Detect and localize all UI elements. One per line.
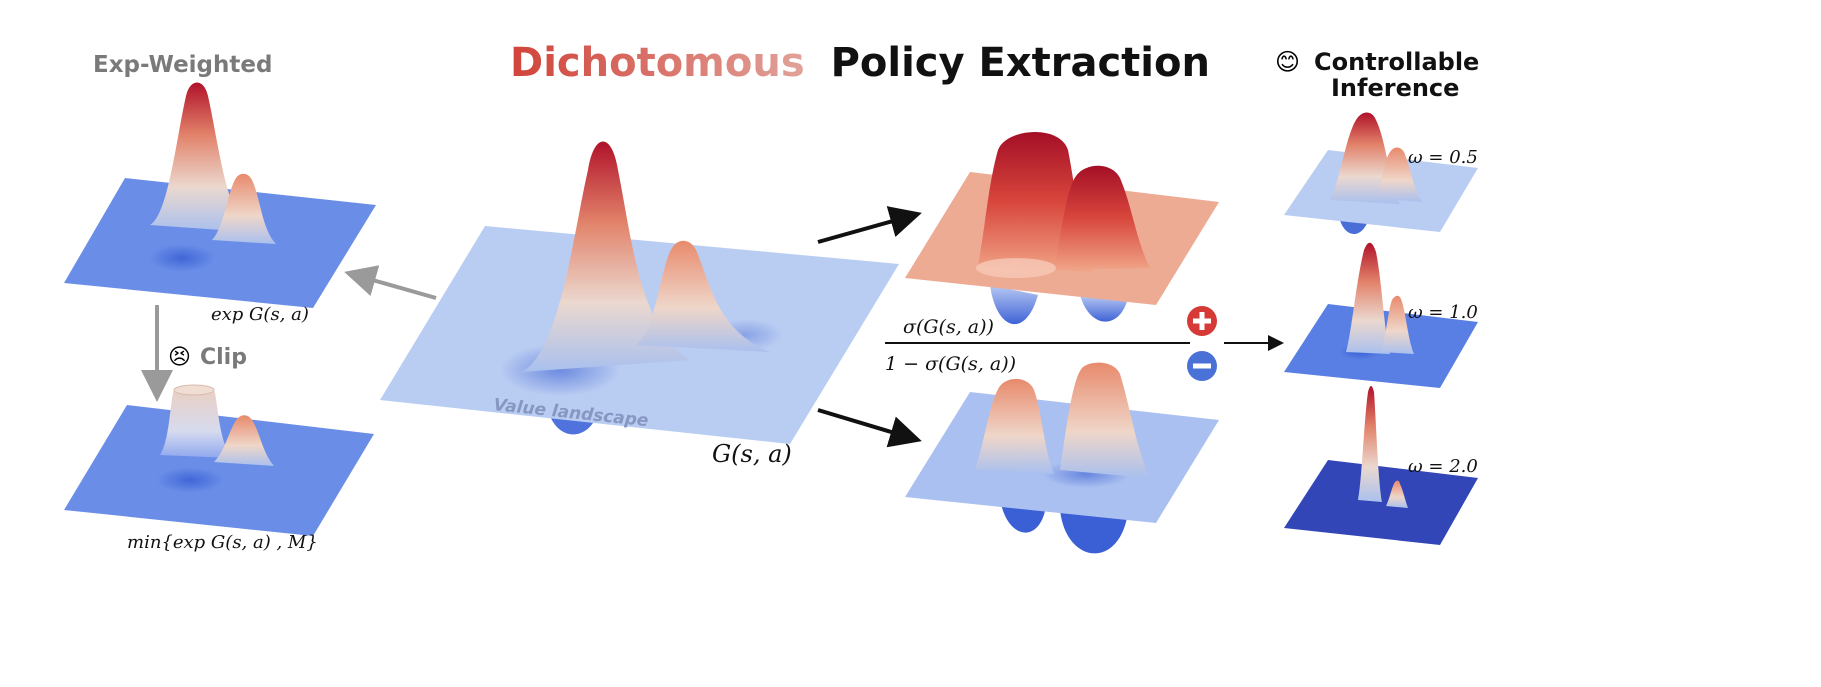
arrow-to-exp-weighted [344, 265, 437, 300]
exp-weighted-heading: Exp-Weighted [93, 52, 272, 78]
omega-2-0-surface [1284, 386, 1478, 545]
minus-circle-icon [1187, 351, 1217, 381]
title-word-dichotomous: Dichotomous [510, 40, 805, 86]
smile-emoji-icon: 😊 [1275, 48, 1300, 76]
positive-surface [905, 131, 1219, 325]
omega-1-0-surface [1284, 242, 1478, 388]
arrow-to-negative [817, 408, 922, 448]
sigma-formula: σ(G(s, a)) [903, 316, 994, 338]
omega-0-5-label: ω = 0.5 [1408, 147, 1478, 168]
controllable-heading: Controllable [1314, 48, 1479, 76]
clip-emoji-icon: 😣 [168, 345, 191, 370]
clip-label: Clip [200, 345, 247, 370]
omega-0-5-surface [1284, 112, 1478, 235]
omega-1-0-label: ω = 1.0 [1408, 302, 1478, 323]
min-exp-label: min{exp G(s, a) , M} [127, 532, 318, 553]
value-landscape-surface [380, 141, 899, 444]
inference-heading: Inference [1331, 74, 1459, 102]
g-s-a-label: G(s, a) [712, 440, 792, 468]
exp-g-label: exp G(s, a) [211, 304, 309, 325]
title: Dichotomous Policy Extraction [510, 40, 1210, 86]
negative-surface [905, 362, 1219, 554]
title-word-policy-extraction: Policy Extraction [831, 40, 1210, 86]
plus-circle-icon [1187, 306, 1217, 336]
clipped-surface [64, 384, 374, 536]
arrow-to-positive [817, 206, 922, 244]
one-minus-sigma-formula: 1 − σ(G(s, a)) [885, 353, 1016, 375]
exp-weighted-surface [64, 82, 376, 308]
omega-2-0-label: ω = 2.0 [1408, 456, 1478, 477]
